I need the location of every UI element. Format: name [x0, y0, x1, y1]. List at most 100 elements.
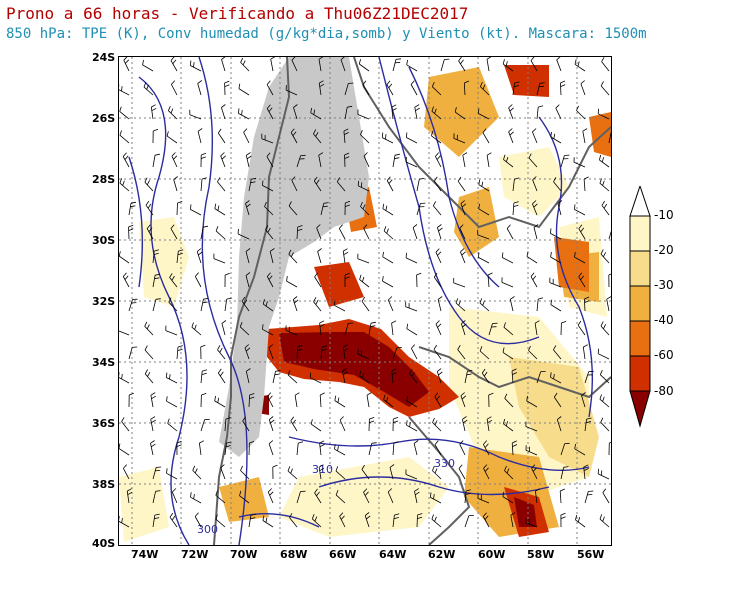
wind-barb-flag [245, 248, 251, 252]
wind-barb-flag [411, 371, 415, 377]
wind-barb-flag [320, 392, 325, 396]
wind-barb [463, 82, 466, 96]
wind-barb [481, 372, 490, 384]
wind-barb-flag [313, 129, 317, 134]
wind-barb-flag [151, 419, 156, 424]
wind-barb-flag [359, 274, 362, 280]
wind-barb-flag [155, 490, 161, 492]
wind-barb-flag [266, 80, 271, 85]
wind-barb-flag [502, 347, 505, 353]
wind-barb-flag [344, 272, 350, 276]
wind-barb-flag [602, 180, 605, 186]
wind-barb [289, 517, 298, 528]
wind-barb-flag [532, 176, 537, 181]
wind-barb [237, 233, 250, 240]
wind-barb-flag [150, 392, 156, 396]
wind-barb [502, 352, 514, 360]
wind-barb-flag [599, 369, 603, 375]
wind-barb-flag [239, 322, 243, 327]
wind-barb [550, 136, 562, 144]
wind-barb [166, 377, 178, 384]
wind-barb-flag [292, 296, 298, 300]
wind-barb-flag [265, 225, 269, 230]
wind-barb [462, 155, 466, 168]
wind-barb-flag [225, 417, 231, 420]
wind-barb-flag [360, 129, 363, 135]
wind-barb-flag [246, 368, 251, 372]
wind-barb-flag [557, 416, 562, 420]
wind-barb [119, 377, 130, 384]
wind-barb [574, 256, 586, 264]
wind-barb-flag [238, 108, 240, 114]
wind-barb [437, 299, 442, 312]
wind-barb-flag [602, 396, 605, 402]
wind-barb-flag [243, 128, 248, 133]
wind-barb [525, 426, 538, 432]
wind-barb-flag [369, 420, 375, 423]
wind-barb-flag [287, 370, 291, 376]
wind-barb [342, 251, 346, 264]
wind-barb-flag [265, 301, 268, 307]
wind-barb-flag [538, 85, 544, 88]
wind-barb [152, 275, 156, 288]
contour-label-300: 300 [197, 523, 218, 536]
wind-barb [392, 59, 397, 72]
wind-barb-flag [457, 176, 462, 182]
lon-label-74w: 74W [131, 548, 159, 561]
wind-barb-flag [265, 517, 268, 523]
wind-barb [262, 185, 274, 192]
wind-barb [292, 299, 298, 312]
wind-barb-flag [483, 371, 488, 377]
wind-barb-flag [177, 253, 183, 256]
wind-barb-flag [262, 515, 265, 521]
wind-barb [338, 228, 346, 240]
wind-barb-flag [360, 201, 363, 207]
wind-barb-flag [171, 152, 176, 157]
wind-barb-flag [394, 153, 400, 156]
wind-barb [171, 491, 178, 504]
wind-barb-flag [292, 131, 297, 136]
wind-barb [200, 371, 203, 384]
wind-barb-flag [599, 178, 602, 184]
wind-barb-flag [318, 464, 324, 468]
wind-barb-flag [409, 421, 411, 428]
colorbar-label-60: -60 [654, 348, 674, 362]
wind-barb-flag [505, 421, 508, 427]
wind-barb [190, 65, 202, 72]
wind-barb-flag [433, 344, 438, 350]
wind-barb-flag [150, 416, 156, 420]
wind-barb-flag [510, 296, 515, 300]
wind-barb-flag [344, 132, 349, 135]
wind-barb-flag [315, 131, 319, 137]
wind-barb [601, 205, 610, 216]
wind-barb [582, 347, 586, 360]
wind-barb [287, 470, 298, 480]
wind-barb [313, 301, 322, 312]
wind-barb-flag [203, 298, 209, 300]
wind-barb-flag [484, 515, 489, 520]
wind-barb [433, 349, 442, 360]
wind-barb-flag [538, 297, 544, 300]
wind-barb [190, 209, 202, 216]
wind-barb [245, 155, 250, 168]
wind-barb [509, 299, 514, 312]
wind-barb [319, 394, 322, 408]
wind-barb [459, 228, 466, 240]
chart-title: Prono a 66 horas - Verificando a Thu06Z2… [6, 4, 469, 23]
wind-barb-flag [249, 441, 255, 444]
wind-barb [119, 330, 130, 336]
wind-barb-flag [457, 344, 461, 350]
wind-barb [536, 299, 539, 312]
wind-barb [224, 443, 227, 456]
lon-label-64w: 64W [379, 548, 407, 561]
wind-barb [119, 520, 130, 528]
wind-barb-flag [290, 468, 293, 474]
wind-barb-flag [297, 345, 303, 348]
wind-barb-flag [370, 325, 376, 328]
wind-barb-flag [366, 392, 372, 396]
wind-barb-flag [478, 252, 480, 258]
wind-barb-flag [176, 440, 182, 444]
colorbar-bin-60 [629, 355, 651, 392]
wind-barb [416, 179, 420, 192]
wind-barb-flag [560, 512, 566, 516]
